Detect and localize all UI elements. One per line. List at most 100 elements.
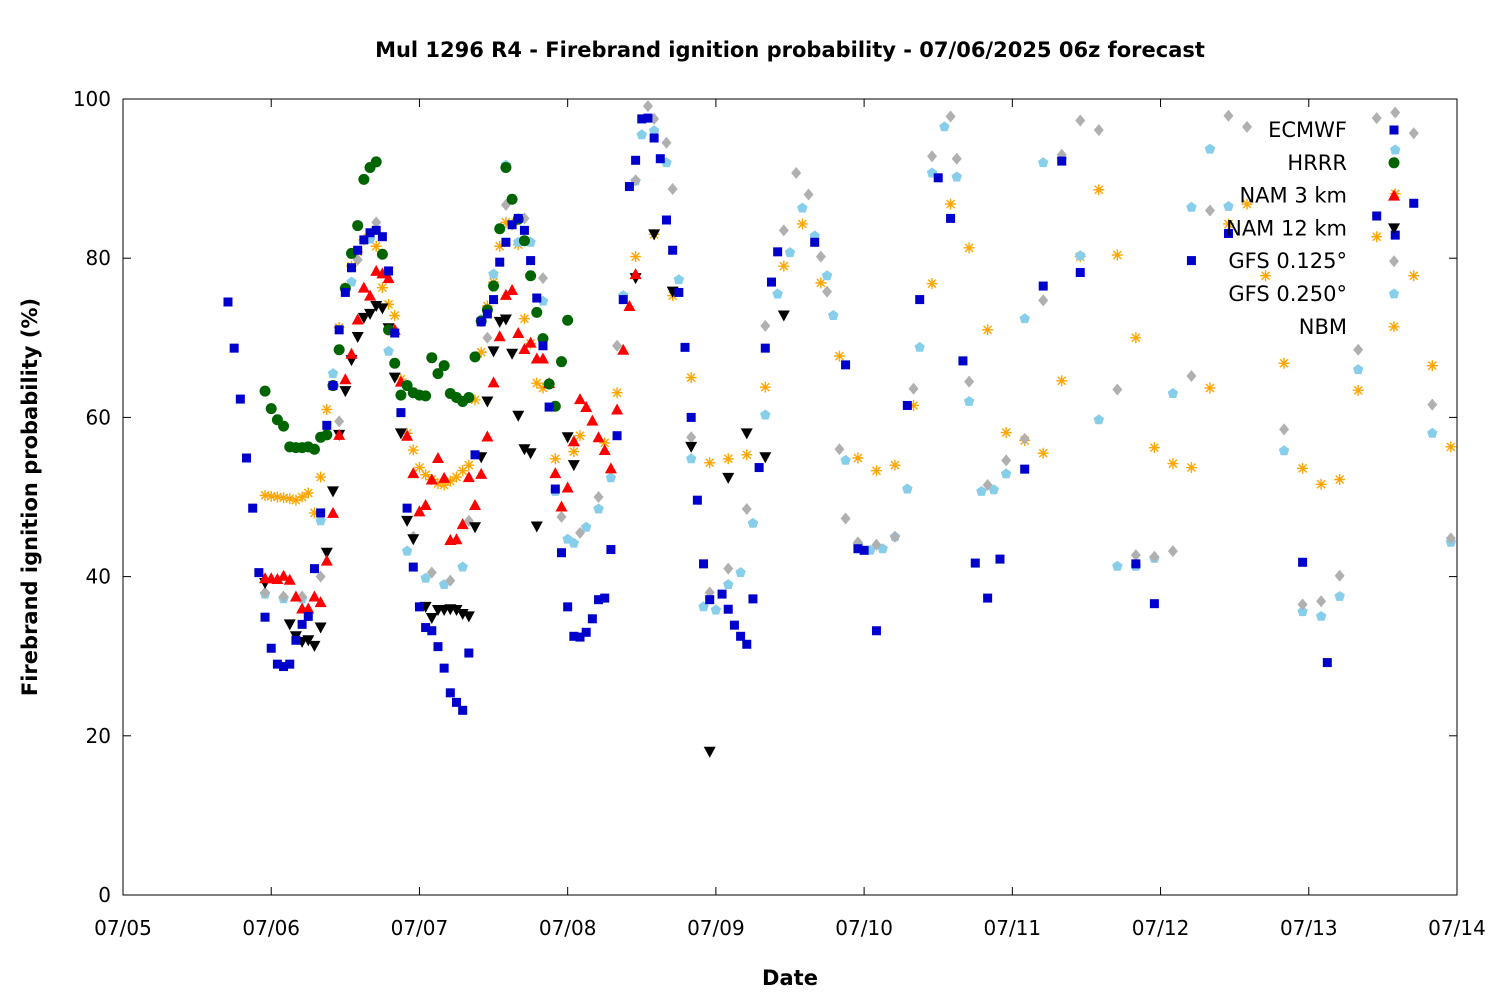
data-point <box>1075 268 1085 278</box>
data-point <box>544 402 554 412</box>
data-point <box>629 268 642 280</box>
data-point <box>586 414 599 426</box>
legend-label: GFS 0.250° <box>1228 282 1347 306</box>
data-point <box>334 325 344 335</box>
y-tick-label: 60 <box>86 405 111 429</box>
data-point <box>1316 595 1327 608</box>
data-point <box>1297 606 1308 617</box>
data-point <box>512 327 525 339</box>
legend-marker <box>1389 255 1399 268</box>
data-point <box>567 435 580 447</box>
data-point <box>499 288 512 300</box>
data-point <box>1334 591 1345 601</box>
data-point <box>327 368 339 379</box>
x-tick-label: 07/07 <box>391 916 449 940</box>
data-point <box>574 393 587 405</box>
data-point <box>518 342 531 354</box>
data-point <box>587 614 597 624</box>
data-point <box>260 612 270 622</box>
data-point <box>759 381 771 393</box>
data-point <box>1315 478 1327 490</box>
data-point <box>612 339 623 352</box>
legend-marker <box>1388 288 1400 299</box>
data-point <box>648 125 660 136</box>
data-point <box>481 396 494 408</box>
data-point <box>933 173 943 183</box>
data-point <box>445 688 455 698</box>
data-point <box>432 477 444 489</box>
data-point <box>315 515 326 526</box>
data-point <box>643 113 653 123</box>
data-point <box>963 242 975 254</box>
data-points <box>223 100 1457 758</box>
data-point <box>593 503 604 514</box>
data-point <box>506 193 518 205</box>
x-tick-label: 07/09 <box>687 916 745 940</box>
data-point <box>1427 427 1438 438</box>
data-point <box>722 453 734 465</box>
data-point <box>1149 550 1160 563</box>
data-point <box>470 450 480 460</box>
data-point <box>703 746 716 758</box>
data-point <box>283 619 296 631</box>
data-point <box>475 346 487 358</box>
data-point <box>1000 468 1012 479</box>
data-point <box>389 310 401 322</box>
data-point <box>631 155 641 165</box>
data-point <box>482 309 492 319</box>
data-point <box>710 604 722 615</box>
data-point <box>488 268 499 279</box>
data-point <box>1223 201 1234 211</box>
data-point <box>285 659 295 669</box>
data-point <box>316 508 326 518</box>
data-point <box>722 472 735 484</box>
data-point <box>302 602 315 614</box>
data-point <box>396 408 406 418</box>
legend-marker <box>1388 321 1400 333</box>
plot-frame <box>122 98 1458 896</box>
data-point <box>563 602 573 612</box>
data-point <box>1390 230 1400 240</box>
data-point <box>469 351 481 363</box>
data-point <box>357 281 370 293</box>
data-point <box>487 346 500 358</box>
data-point <box>290 494 302 506</box>
data-point <box>1149 599 1159 609</box>
data-point <box>518 313 530 325</box>
data-point <box>376 303 389 315</box>
data-point <box>748 594 758 604</box>
data-point <box>1297 598 1308 611</box>
data-point <box>736 631 746 641</box>
data-point <box>371 216 382 229</box>
data-point <box>550 484 560 494</box>
data-point <box>1204 143 1216 154</box>
data-point <box>445 574 456 587</box>
data-point <box>1352 384 1364 396</box>
data-point <box>983 593 993 603</box>
data-point <box>1427 398 1438 411</box>
data-point <box>365 228 375 238</box>
data-point <box>754 463 764 473</box>
data-point <box>339 386 352 398</box>
data-point <box>778 260 790 272</box>
data-point <box>315 471 327 483</box>
data-point <box>611 403 624 415</box>
data-point <box>519 225 529 235</box>
data-point <box>1260 270 1272 282</box>
x-tick-label: 07/10 <box>835 916 893 940</box>
data-point <box>723 604 733 614</box>
data-point <box>661 215 671 225</box>
data-point <box>549 453 561 465</box>
data-point <box>945 198 957 210</box>
data-point <box>618 295 628 305</box>
data-point <box>401 429 414 441</box>
data-point <box>536 352 549 364</box>
data-point <box>1185 462 1197 474</box>
data-point <box>413 462 425 474</box>
data-point <box>834 443 845 456</box>
data-point <box>358 173 370 185</box>
data-point <box>581 627 591 637</box>
data-point <box>242 453 252 463</box>
data-point <box>457 561 468 572</box>
data-point <box>353 245 363 255</box>
